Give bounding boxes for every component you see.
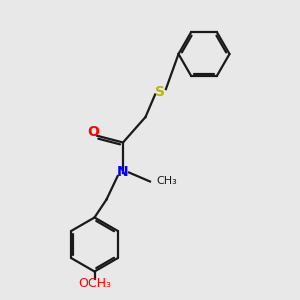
Text: O: O [87, 125, 99, 139]
Text: OCH₃: OCH₃ [78, 277, 111, 290]
Text: N: N [117, 166, 129, 179]
Text: CH₃: CH₃ [156, 176, 177, 187]
Text: S: S [155, 85, 166, 98]
